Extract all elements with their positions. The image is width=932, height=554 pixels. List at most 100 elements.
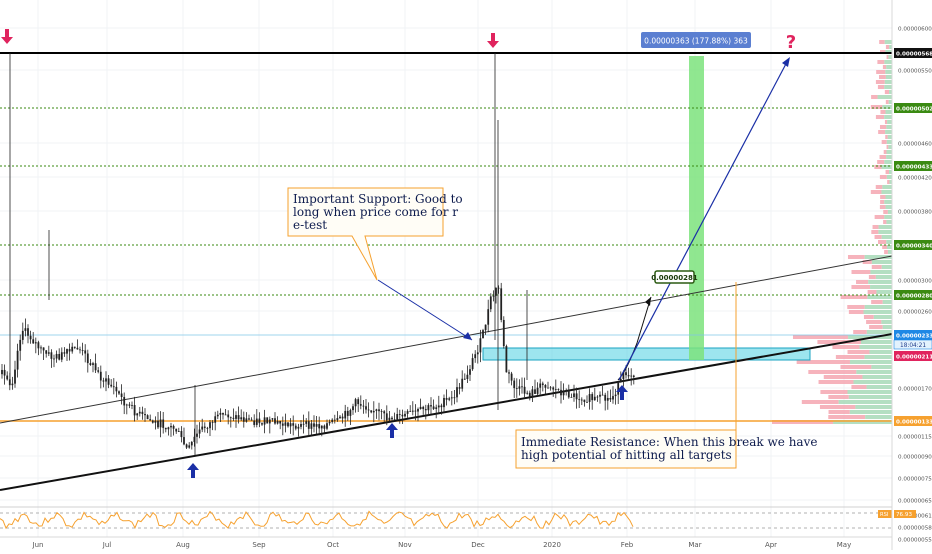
profile-bar-sell: [884, 250, 888, 254]
down-arrow-marker: [1, 29, 13, 44]
level-price-tag-text: 0.00000340: [896, 244, 932, 250]
profile-bar-sell: [847, 255, 865, 259]
profile-bar-buy: [887, 250, 892, 254]
profile-bar-sell: [878, 130, 886, 134]
candle-body: [601, 394, 604, 396]
candle-body: [487, 309, 490, 325]
volume-profile: [772, 40, 892, 424]
profile-bar-buy: [884, 160, 892, 164]
candle-body: [437, 405, 440, 408]
profile-bar-sell: [879, 75, 886, 79]
support-text-line-1: Important Support: Good to: [293, 192, 463, 206]
candle-body: [115, 386, 118, 392]
candle-body: [630, 375, 633, 377]
y-tick-label: 0.00000260: [898, 310, 932, 316]
candle-body: [320, 425, 323, 429]
profile-bar-buy: [859, 345, 892, 349]
profile-bar-buy: [878, 225, 892, 229]
candle-body: [263, 417, 266, 425]
profile-bar-buy: [881, 265, 892, 269]
price-axis-bg: [892, 0, 932, 550]
profile-bar-sell: [871, 300, 883, 304]
profile-bar-sell: [872, 225, 879, 229]
candle-body: [484, 324, 487, 331]
candle-body: [240, 417, 243, 420]
level-price-tag: [894, 103, 932, 113]
candle-body: [40, 347, 42, 349]
support-callout-box[interactable]: [287, 187, 444, 281]
target-label-box: [654, 270, 695, 284]
candle-body: [94, 363, 97, 371]
candle-body: [515, 388, 518, 389]
profile-bar-sell: [862, 260, 872, 264]
candles: [1, 53, 635, 455]
profile-bar-sell: [871, 265, 882, 269]
candle-body: [606, 397, 609, 401]
candle-body: [79, 349, 81, 351]
x-tick-label: Mar: [688, 541, 701, 549]
candle-body: [55, 353, 58, 359]
profile-bar-buy: [869, 350, 892, 354]
profile-bar-buy: [870, 285, 892, 289]
resistance-callout-box[interactable]: [515, 282, 737, 469]
candle-body: [539, 383, 542, 388]
profile-bar-buy: [885, 195, 892, 199]
profile-bar-sell: [880, 110, 886, 114]
candle-body: [435, 407, 438, 409]
candle-body: [107, 378, 110, 385]
x-tick-label: Aug: [176, 541, 190, 549]
upper-channel-line[interactable]: [0, 255, 893, 424]
x-tick-label: Nov: [398, 541, 412, 549]
resistance-text-line-1: Immediate Resistance: When this break we…: [521, 435, 821, 449]
profile-bar-buy: [833, 420, 892, 424]
candle-body: [255, 418, 258, 425]
candle-body: [575, 393, 578, 400]
candle-body: [318, 424, 321, 429]
candle-body: [352, 406, 354, 411]
candle-body: [414, 410, 417, 412]
profile-bar-buy: [888, 55, 892, 59]
profile-bar-sell: [856, 280, 869, 284]
ascending-support-line[interactable]: [0, 333, 893, 491]
candle-body: [619, 378, 622, 382]
price-axis: 0.00000600 0.00000550 0.00000460 0.00000420…: [891, 0, 932, 550]
profile-bar-sell: [835, 355, 865, 359]
candle-body: [612, 396, 614, 400]
candle-body: [593, 396, 596, 401]
candle-body: [404, 413, 406, 417]
candle-body: [105, 378, 107, 382]
x-tick-label: Dec: [471, 541, 485, 549]
profile-bar-sell: [848, 310, 864, 314]
x-tick-label: Feb: [621, 541, 634, 549]
target-projection-arrowhead: [782, 57, 790, 67]
profile-bar-sell: [875, 115, 885, 119]
candle-body: [544, 385, 547, 388]
level-price-tag: [894, 240, 932, 250]
profile-bar-sell: [871, 95, 878, 99]
candle-body: [144, 414, 146, 416]
candle-body: [183, 437, 185, 445]
candle-body: [253, 420, 256, 425]
rsi-value: 76.93: [896, 512, 912, 518]
candle-body: [508, 372, 510, 374]
candle-body: [588, 394, 591, 402]
candle-body: [201, 426, 204, 430]
rsi-name: RSI: [880, 512, 889, 518]
candle-body: [141, 411, 144, 415]
candle-body: [339, 416, 341, 419]
profile-bar-sell: [853, 330, 867, 334]
candle-body: [471, 358, 474, 370]
rsi-value-tag: [894, 510, 916, 518]
profile-bar-buy: [884, 85, 892, 89]
y-tick-label: 0.00000460: [898, 142, 932, 148]
candle-body: [276, 421, 279, 424]
profile-bar-sell: [851, 385, 867, 389]
candle-body: [112, 386, 115, 388]
candle-body: [274, 418, 276, 424]
profile-bar-buy: [870, 270, 892, 274]
profile-bar-sell: [870, 190, 882, 194]
candle-body: [133, 405, 136, 416]
candle-body: [258, 418, 261, 424]
profile-bar-buy: [885, 70, 892, 74]
